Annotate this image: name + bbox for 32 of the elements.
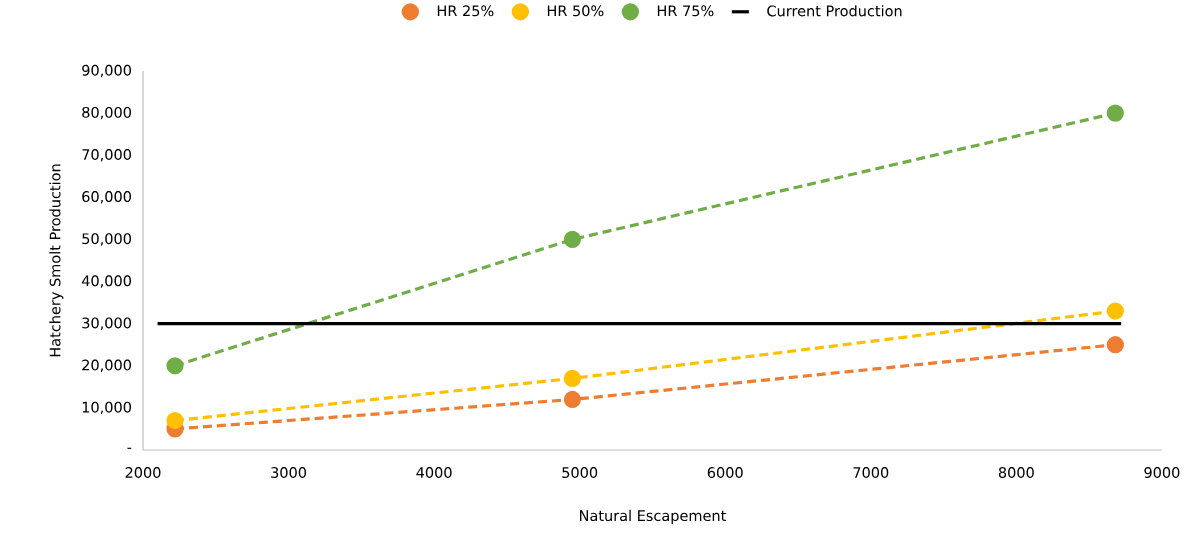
legend-label: HR 50% — [547, 5, 604, 17]
point — [563, 230, 581, 249]
y-tick-label: 70,000 — [82, 149, 131, 162]
legend-label: HR 75% — [657, 5, 714, 17]
legend-label: HR 25% — [437, 5, 494, 17]
y-tick-label: 30,000 — [82, 317, 131, 330]
y-axis-title: Hatchery Smolt Production — [49, 164, 64, 357]
point — [166, 411, 184, 430]
y-tick-label: 40,000 — [81, 275, 131, 288]
point — [563, 369, 581, 388]
y-tick-label: 50,000 — [82, 233, 131, 246]
y-tick-label: 90,000 — [82, 64, 131, 78]
x-tick-label: 9000 — [1144, 467, 1180, 478]
x-tick-label: 6000 — [707, 467, 743, 478]
point — [166, 357, 184, 375]
y-tick-label: 20,000 — [82, 359, 131, 372]
y-tick-label: 80,000 — [82, 106, 131, 120]
point — [1106, 104, 1124, 122]
y-tick-label: 60,000 — [82, 191, 131, 204]
y-tick-label: - — [127, 447, 132, 449]
point — [1106, 302, 1124, 320]
x-axis-title: Natural Escapement — [580, 509, 726, 524]
legend-label: Current Production — [767, 5, 902, 17]
x-tick-label: 5000 — [562, 467, 598, 478]
x-tick-label: 4000 — [416, 467, 452, 478]
point — [1106, 336, 1124, 354]
x-tick-label: 7000 — [853, 467, 889, 478]
x-tick-label: 3000 — [271, 467, 307, 478]
x-tick-label: 2000 — [125, 467, 161, 478]
point — [563, 390, 581, 409]
x-tick-label: 8000 — [998, 467, 1034, 478]
y-tick-label: 10,000 — [82, 401, 131, 415]
